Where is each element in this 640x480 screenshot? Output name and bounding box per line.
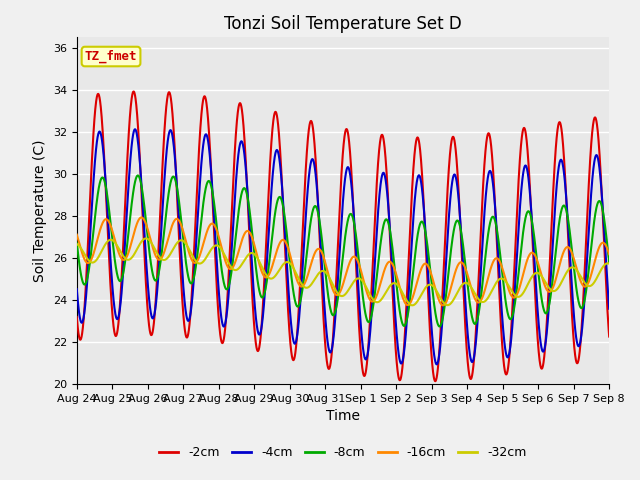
X-axis label: Time: Time xyxy=(326,409,360,423)
Title: Tonzi Soil Temperature Set D: Tonzi Soil Temperature Set D xyxy=(224,15,462,33)
Y-axis label: Soil Temperature (C): Soil Temperature (C) xyxy=(33,139,47,282)
Legend: -2cm, -4cm, -8cm, -16cm, -32cm: -2cm, -4cm, -8cm, -16cm, -32cm xyxy=(154,442,532,465)
Text: TZ_fmet: TZ_fmet xyxy=(84,50,138,63)
